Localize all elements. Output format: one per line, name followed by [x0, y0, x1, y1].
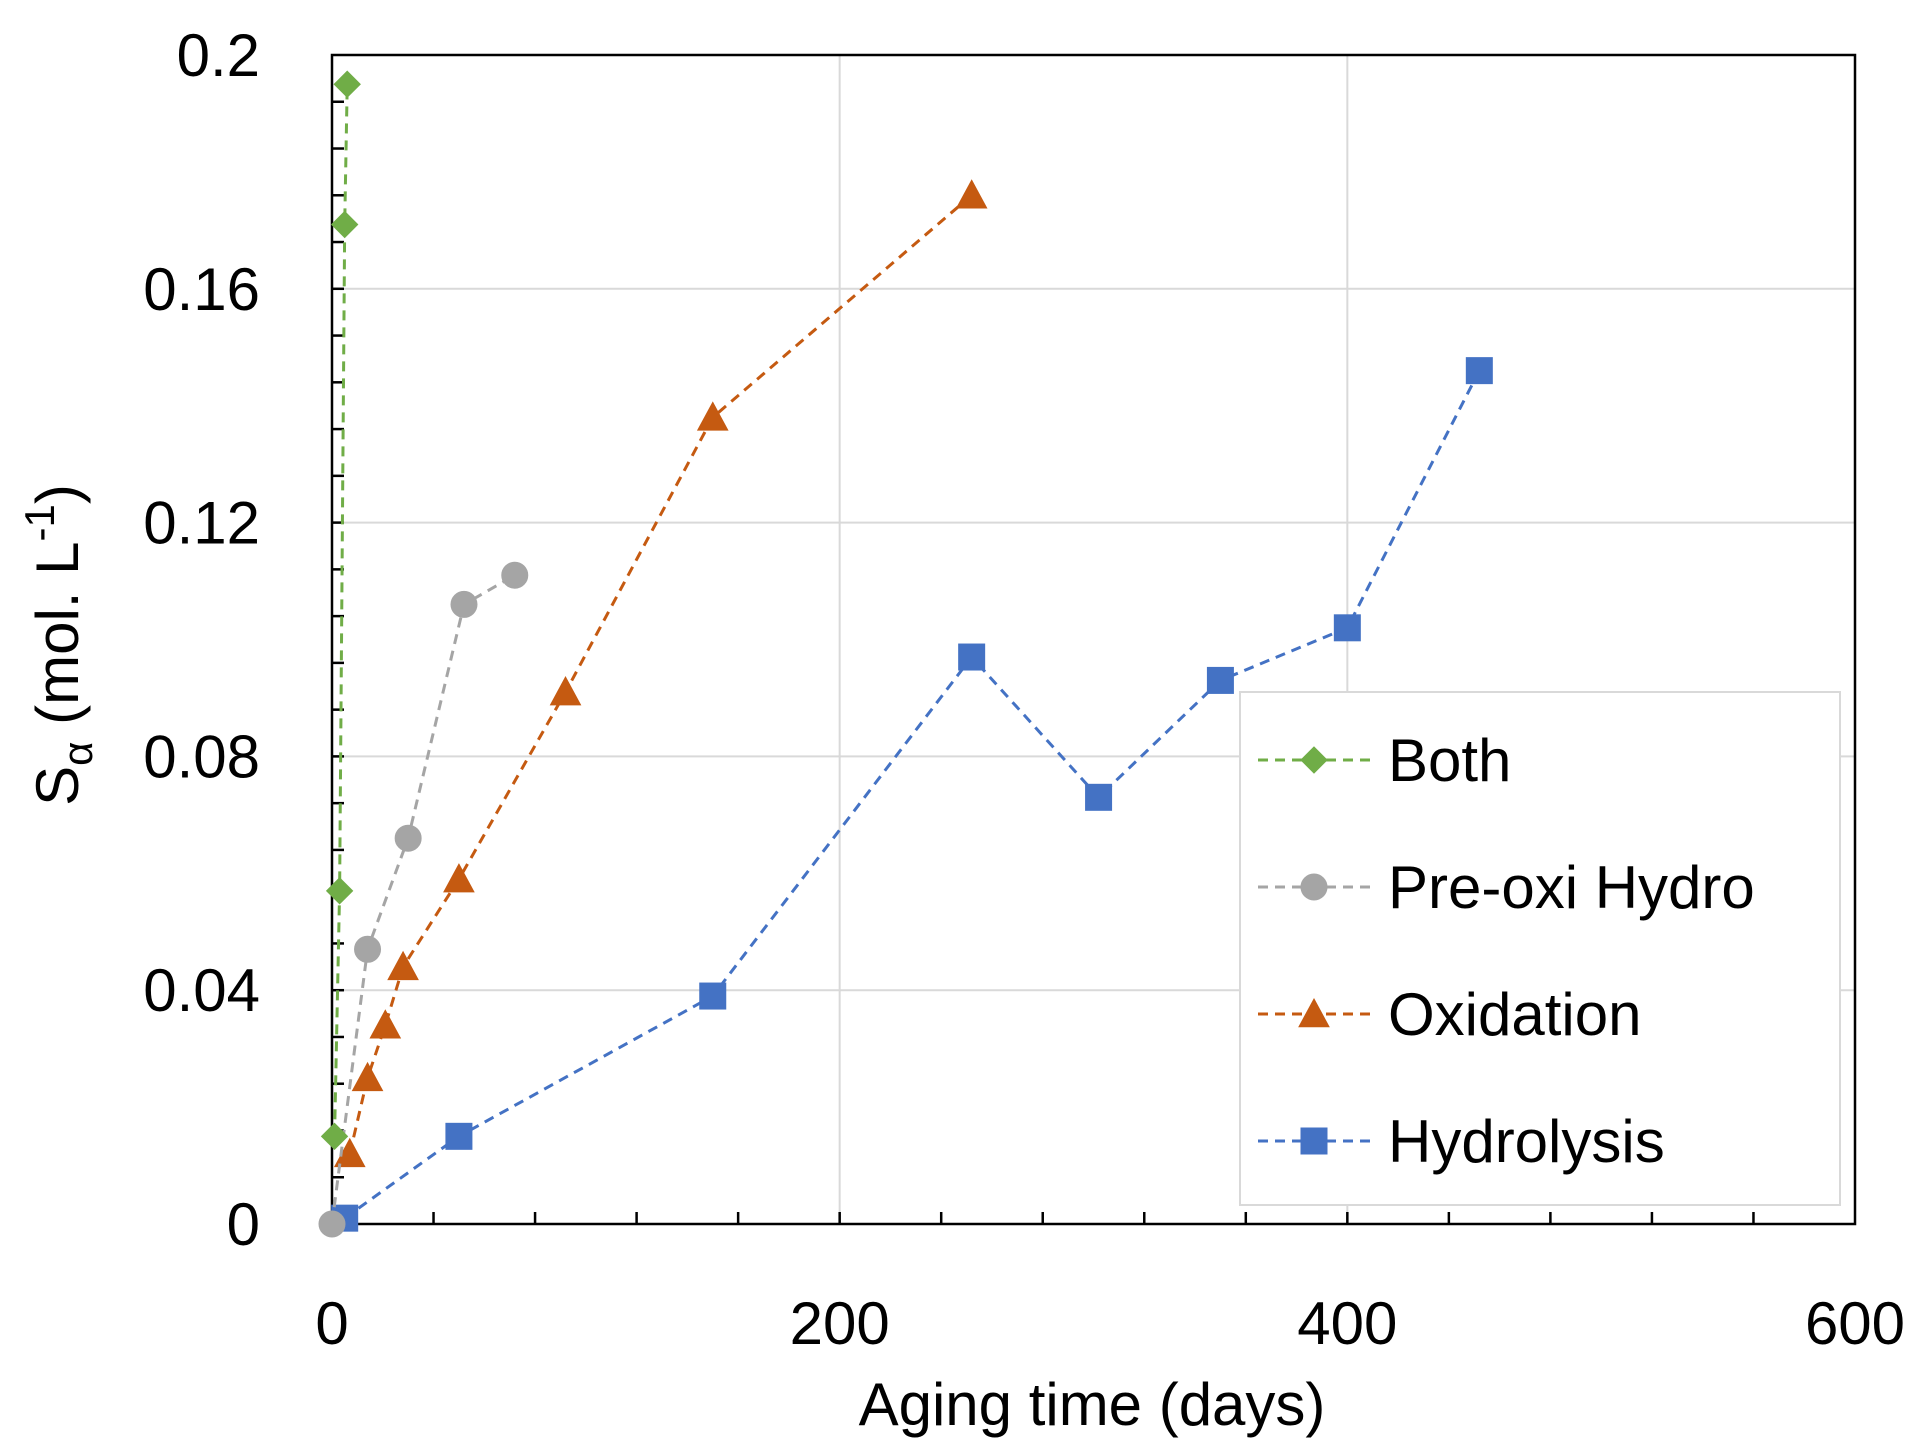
y-axis-title-subscript: α: [54, 742, 101, 766]
y-tick-label: 0.16: [143, 256, 260, 323]
legend-entry-pre-oxi-hydro: Pre-oxi Hydro: [1258, 854, 1755, 921]
legend-entry-oxidation: Oxidation: [1258, 981, 1641, 1048]
data-point-oxidation: [955, 179, 988, 209]
legend-entry-hydrolysis: Hydrolysis: [1258, 1108, 1665, 1175]
legend-marker-both: [1300, 746, 1328, 774]
series-line-oxidation: [348, 194, 973, 1155]
y-tick-label: 0.2: [177, 22, 260, 89]
legend-label-hydrolysis: Hydrolysis: [1388, 1108, 1665, 1175]
legend-entry-both: Both: [1258, 727, 1511, 794]
data-point-oxidation: [443, 863, 475, 893]
legend-box: [1239, 691, 1841, 1206]
y-tick-label: 0: [227, 1191, 260, 1258]
series-line-hydrolysis: [343, 369, 1481, 1220]
legend-label-both: Both: [1388, 727, 1511, 794]
y-axis-title-superscript: -1: [16, 504, 63, 541]
series-layer: [318, 70, 1493, 1238]
data-point-both: [330, 210, 359, 239]
data-point-both: [320, 1122, 349, 1151]
data-point-oxidation: [351, 1061, 384, 1092]
series-hydrolysis: [331, 357, 1493, 1232]
legend-marker-hydrolysis: [1300, 1127, 1328, 1155]
y-axis-title-close: ): [24, 484, 91, 504]
y-axis-title: Sα (mol. L-1): [16, 484, 101, 806]
legend: Both Pre-oxi Hydro Oxidation Hydrolysis: [1239, 691, 1841, 1206]
data-point-hydrolysis: [1465, 357, 1493, 385]
plot-frame: [330, 53, 1857, 1226]
y-tick-label: 0.08: [143, 723, 260, 790]
x-tick-label: 0: [315, 1290, 348, 1357]
data-point-hydrolysis: [1085, 783, 1113, 811]
legend-label-pre-oxi-hydro: Pre-oxi Hydro: [1388, 854, 1755, 921]
data-point-oxidation: [696, 401, 729, 431]
data-point-pre-oxi-hydro: [318, 1210, 346, 1238]
data-point-oxidation: [549, 676, 582, 706]
x-tick-label: 400: [1297, 1290, 1397, 1357]
data-point-both: [325, 877, 354, 905]
data-point-both: [333, 70, 361, 98]
series-line-both: [333, 84, 349, 1137]
y-tick-label: 0.12: [143, 490, 260, 557]
x-tick-label: 600: [1805, 1290, 1905, 1357]
legend-marker-oxidation: [1298, 997, 1330, 1028]
data-point-oxidation: [387, 950, 419, 981]
data-point-hydrolysis: [958, 643, 986, 671]
y-axis-title-units: (mol. L: [24, 541, 91, 741]
x-axis-title: Aging time (days): [859, 1371, 1326, 1438]
data-point-pre-oxi-hydro: [354, 935, 382, 963]
data-point-hydrolysis: [445, 1122, 473, 1150]
legend-marker-pre-oxi-hydro: [1300, 873, 1328, 901]
series-oxidation: [333, 179, 988, 1168]
data-point-hydrolysis: [1333, 614, 1361, 642]
series-both: [320, 70, 361, 1151]
data-point-hydrolysis: [1206, 666, 1234, 694]
data-point-pre-oxi-hydro: [501, 561, 529, 589]
series-line-pre-oxi-hydro: [330, 573, 516, 1225]
series-pre-oxi-hydro: [318, 561, 529, 1238]
data-point-hydrolysis: [699, 982, 727, 1010]
y-axis-title-main: S: [24, 766, 91, 806]
y-tick-label: 0.04: [143, 957, 260, 1024]
legend-label-oxidation: Oxidation: [1388, 981, 1641, 1048]
x-tick-label: 200: [790, 1290, 890, 1357]
axes: 0 200 400 600 0 0.04 0.08 0.12 0.16 0.2: [143, 22, 1905, 1357]
data-point-pre-oxi-hydro: [394, 824, 422, 852]
data-point-oxidation: [369, 1009, 402, 1039]
data-point-pre-oxi-hydro: [450, 590, 478, 618]
